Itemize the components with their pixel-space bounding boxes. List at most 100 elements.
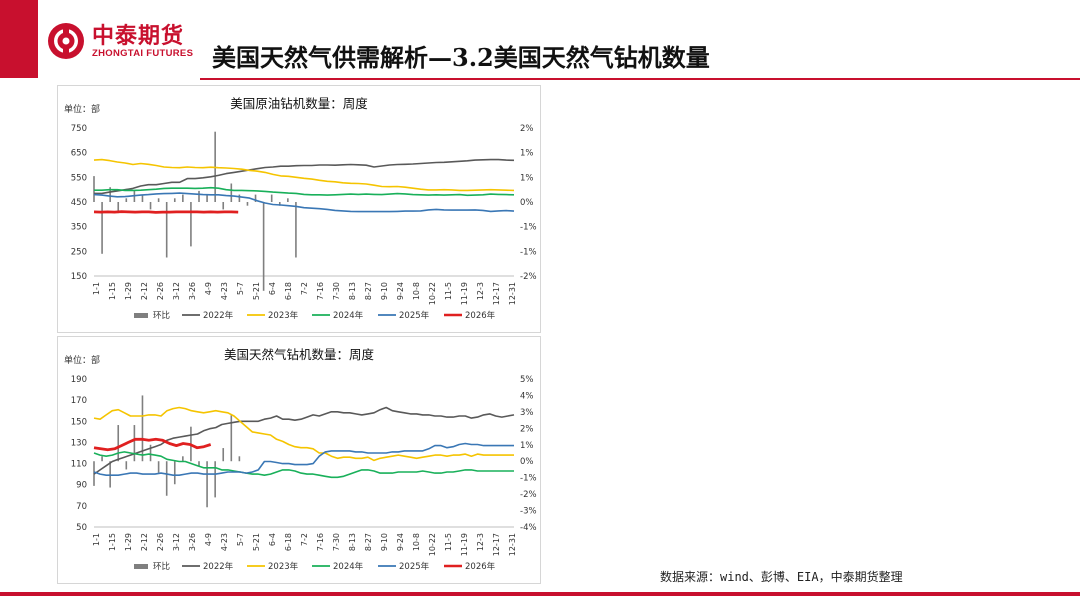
y-tick-label: 150 xyxy=(71,272,87,282)
wow-bar xyxy=(198,461,200,467)
legend-label: 2022年 xyxy=(203,310,234,321)
legend-swatch xyxy=(134,313,148,318)
wow-bar xyxy=(109,187,111,202)
wow-bar xyxy=(165,202,168,258)
wow-bar xyxy=(230,415,233,462)
wow-bar xyxy=(117,202,120,214)
wow-bar xyxy=(157,198,160,202)
wow-bar xyxy=(133,425,136,462)
legend-label: 2025年 xyxy=(399,561,430,572)
y2-tick-label: -2% xyxy=(520,490,537,500)
x-tick-label: 5-7 xyxy=(236,533,245,546)
x-tick-label: 4-9 xyxy=(204,282,213,295)
x-tick-label: 3-26 xyxy=(188,282,197,300)
wow-bar xyxy=(149,444,152,462)
y-tick-label: 170 xyxy=(71,396,87,406)
x-tick-label: 7-2 xyxy=(300,533,309,546)
x-tick-label: 6-4 xyxy=(268,282,277,295)
legend-label: 2022年 xyxy=(203,561,234,572)
x-tick-label: 4-23 xyxy=(220,282,229,300)
x-tick-label: 12-17 xyxy=(492,282,501,305)
series-line-2022 xyxy=(94,158,515,195)
x-tick-label: 9-10 xyxy=(380,282,389,300)
x-tick-label: 4-9 xyxy=(204,533,213,546)
brand-name-en: ZHONGTAI FUTURES xyxy=(92,48,194,59)
y-tick-label: 150 xyxy=(71,417,87,427)
wow-bar xyxy=(101,202,103,254)
y2-tick-label: 1% xyxy=(520,173,534,183)
y2-tick-label: 4% xyxy=(520,391,534,401)
wow-bar xyxy=(157,461,160,473)
y-tick-label: 450 xyxy=(71,198,87,208)
x-tick-label: 9-24 xyxy=(396,533,405,551)
legend-label: 2023年 xyxy=(268,310,299,321)
x-tick-label: 8-13 xyxy=(348,282,357,300)
x-tick-label: 3-12 xyxy=(172,282,181,300)
chart-title: 美国天然气钻机数量：周度 xyxy=(224,347,375,362)
y2-tick-label: 1% xyxy=(520,441,534,451)
wow-bar xyxy=(295,202,297,258)
y-tick-label: 750 xyxy=(71,124,87,134)
company-logo xyxy=(48,23,84,59)
x-tick-label: 3-12 xyxy=(172,533,181,551)
wow-bar xyxy=(206,194,208,202)
y-tick-label: 190 xyxy=(71,375,87,385)
y2-tick-label: 2% xyxy=(520,124,534,134)
wow-bar xyxy=(117,425,120,462)
wow-bar xyxy=(190,202,192,247)
x-tick-label: 7-16 xyxy=(316,282,325,300)
series-line-2025 xyxy=(93,192,515,213)
x-tick-label: 9-10 xyxy=(380,533,389,551)
x-tick-label: 10-22 xyxy=(428,282,437,305)
wow-bar xyxy=(222,202,225,210)
y2-tick-label: -3% xyxy=(520,507,537,517)
x-tick-label: 7-30 xyxy=(332,533,341,551)
x-tick-label: 11-5 xyxy=(444,282,453,300)
x-tick-label: 12-31 xyxy=(508,282,517,305)
x-tick-label: 4-23 xyxy=(220,533,229,551)
wow-bar xyxy=(93,176,95,202)
series-line-2024 xyxy=(93,451,514,479)
y2-tick-label: -2% xyxy=(520,272,537,282)
x-tick-label: 7-16 xyxy=(316,533,325,551)
y-tick-label: 650 xyxy=(71,149,87,159)
wow-bar xyxy=(238,456,241,462)
y2-tick-label: 0% xyxy=(520,457,534,467)
chart-panel-oil: 美国原油钻机数量：周度 单位：部 750 650 550 450 350 250 150 2% 1%… xyxy=(57,85,541,333)
y-tick-label: 90 xyxy=(76,481,87,491)
y-tick-label: 130 xyxy=(71,438,87,448)
legend-label: 2026年 xyxy=(465,310,496,321)
x-tick-label: 9-24 xyxy=(396,282,405,300)
y-tick-label: 110 xyxy=(71,460,87,470)
x-tick-label: 1-29 xyxy=(124,533,133,551)
x-tick-label: 2-12 xyxy=(140,282,149,300)
x-tick-label: 1-29 xyxy=(124,282,133,300)
wow-bar xyxy=(222,448,225,462)
y2-tick-label: 1% xyxy=(520,149,534,159)
unit-label: 单位：部 xyxy=(64,103,100,115)
wow-bar xyxy=(101,456,103,462)
wow-bar xyxy=(141,194,144,202)
x-tick-label: 8-13 xyxy=(348,533,357,551)
x-tick-label: 6-18 xyxy=(284,282,293,300)
x-tick-label: 12-3 xyxy=(476,282,485,300)
wow-bar xyxy=(173,461,176,485)
x-tick-label: 12-31 xyxy=(508,533,517,556)
x-tick-label: 1-1 xyxy=(92,282,101,295)
y-tick-label: 550 xyxy=(71,173,87,183)
source-note: 数据来源：wind、彭博、EIA，中泰期货整理 xyxy=(660,570,903,584)
x-tick-label: 7-30 xyxy=(332,282,341,300)
y2-tick-label: -1% xyxy=(520,223,537,233)
x-tick-label: 2-26 xyxy=(156,533,165,551)
series-line-2024 xyxy=(94,186,515,197)
wow-bar xyxy=(125,198,128,202)
footer-divider xyxy=(0,592,1080,596)
title-divider xyxy=(200,78,1080,80)
x-tick-label: 5-21 xyxy=(252,533,261,551)
wow-bar xyxy=(287,198,289,202)
page-title: 美国天然气供需解析—3.2美国天然气钻机数量 xyxy=(212,43,710,72)
legend-label: 环比 xyxy=(153,310,170,321)
x-tick-label: 10-8 xyxy=(412,282,421,300)
y-tick-label: 70 xyxy=(76,502,87,512)
y2-tick-label: -1% xyxy=(520,474,537,484)
